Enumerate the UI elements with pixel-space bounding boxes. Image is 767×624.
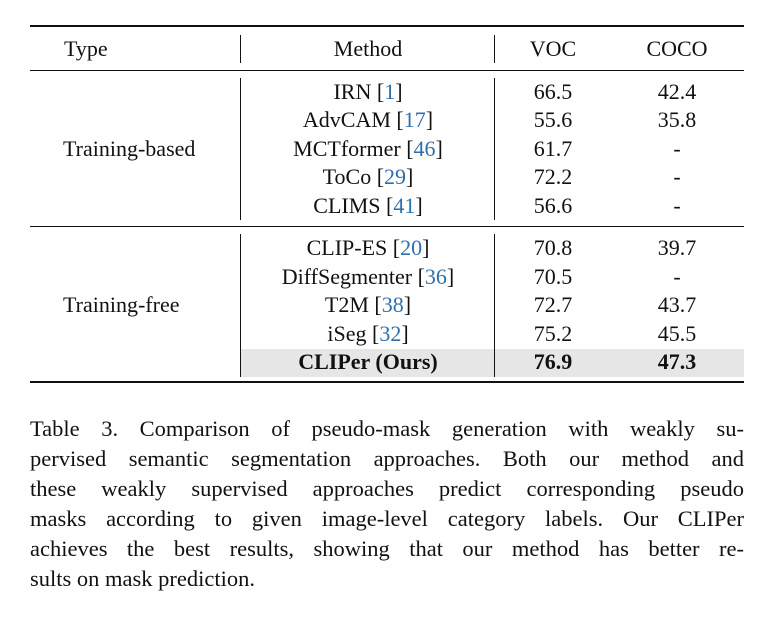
method-name: DiffSegmenter <box>281 264 413 289</box>
table-row-method: T2M [38] <box>324 292 412 317</box>
table-bottom-rule <box>30 381 744 383</box>
table-row-voc: 61.7 <box>533 136 573 161</box>
ours-voc: 76.9 <box>533 349 573 374</box>
table-row-method: DiffSegmenter [36] <box>281 264 455 289</box>
group-label-training-based: Training-based <box>63 136 196 161</box>
table-row-method: iSeg [32] <box>327 321 409 346</box>
table-row-coco: - <box>673 264 681 289</box>
table-row-coco: 35.8 <box>657 107 697 132</box>
ours-row-highlight <box>241 349 744 377</box>
citation-link[interactable]: 38 <box>381 292 404 317</box>
table-row-voc: 72.2 <box>533 164 573 189</box>
citation-link[interactable]: 32 <box>379 321 402 346</box>
table-row-coco: 43.7 <box>657 292 697 317</box>
table-row-voc: 70.5 <box>533 264 573 289</box>
citation-link[interactable]: 17 <box>403 107 426 132</box>
group-label-training-free: Training-free <box>63 292 180 317</box>
table-row-method: CLIP-ES [20] <box>306 235 430 260</box>
table-row-voc: 55.6 <box>533 107 573 132</box>
caption-line: Table 3. Comparison of pseudo-mask gener… <box>30 416 744 441</box>
citation-link[interactable]: 46 <box>413 136 436 161</box>
table-row-coco: 45.5 <box>657 321 697 346</box>
caption-line: masks according to given image-level cat… <box>30 506 744 531</box>
method-name: AdvCAM <box>302 107 391 132</box>
group-divider-rule <box>30 226 744 227</box>
method-name: MCTformer <box>293 136 401 161</box>
table-row-coco: 39.7 <box>657 235 697 260</box>
table-top-rule <box>30 25 744 27</box>
table-row-voc: 72.7 <box>533 292 573 317</box>
caption-line: achieves the best results, showing that … <box>30 536 744 561</box>
group1-separator-1 <box>240 78 241 220</box>
citation-link[interactable]: 36 <box>424 264 447 289</box>
table-row-method: AdvCAM [17] <box>302 107 434 132</box>
ours-coco: 47.3 <box>657 349 697 374</box>
table-row-voc: 70.8 <box>533 235 573 260</box>
table-caption: Table 3. Comparison of pseudo-mask gener… <box>30 414 744 594</box>
ours-method: CLIPer (Ours) <box>298 349 438 374</box>
citation-link[interactable]: 1 <box>384 79 396 104</box>
caption-line: pervised semantic segmentation approache… <box>30 446 744 471</box>
method-name: T2M <box>324 292 369 317</box>
header-separator-2 <box>494 35 495 63</box>
table-row-coco: - <box>673 136 681 161</box>
group1-separator-2 <box>494 78 495 220</box>
table-row-voc: 75.2 <box>533 321 573 346</box>
table-row-method: MCTformer [46] <box>293 136 443 161</box>
header-method: Method <box>333 36 403 61</box>
method-name: IRN <box>333 79 372 104</box>
table-row-coco: - <box>673 164 681 189</box>
table-row-method: ToCo [29] <box>322 164 414 189</box>
table-row-method: CLIMS [41] <box>313 193 423 218</box>
header-coco: COCO <box>646 36 708 61</box>
table-row-coco: - <box>673 193 681 218</box>
method-name: CLIP-ES <box>306 235 388 260</box>
caption-line: sults on mask prediction. <box>30 566 255 591</box>
table-row-voc: 66.5 <box>533 79 573 104</box>
table-row-coco: 42.4 <box>657 79 697 104</box>
method-name: CLIMS <box>313 193 381 218</box>
caption-line: these weakly supervised approaches predi… <box>30 476 744 501</box>
table-row-voc: 56.6 <box>533 193 573 218</box>
header-rule <box>30 70 744 71</box>
citation-link[interactable]: 20 <box>400 235 423 260</box>
method-name: iSeg <box>327 321 367 346</box>
method-name: ToCo <box>322 164 372 189</box>
group2-separator-1 <box>240 234 241 377</box>
group2-separator-2 <box>494 234 495 377</box>
header-type: Type <box>64 36 108 61</box>
table-row-method: IRN [1] <box>333 79 403 104</box>
header-separator-1 <box>240 35 241 63</box>
citation-link[interactable]: 29 <box>384 164 407 189</box>
citation-link[interactable]: 41 <box>393 193 416 218</box>
header-voc: VOC <box>529 36 577 61</box>
